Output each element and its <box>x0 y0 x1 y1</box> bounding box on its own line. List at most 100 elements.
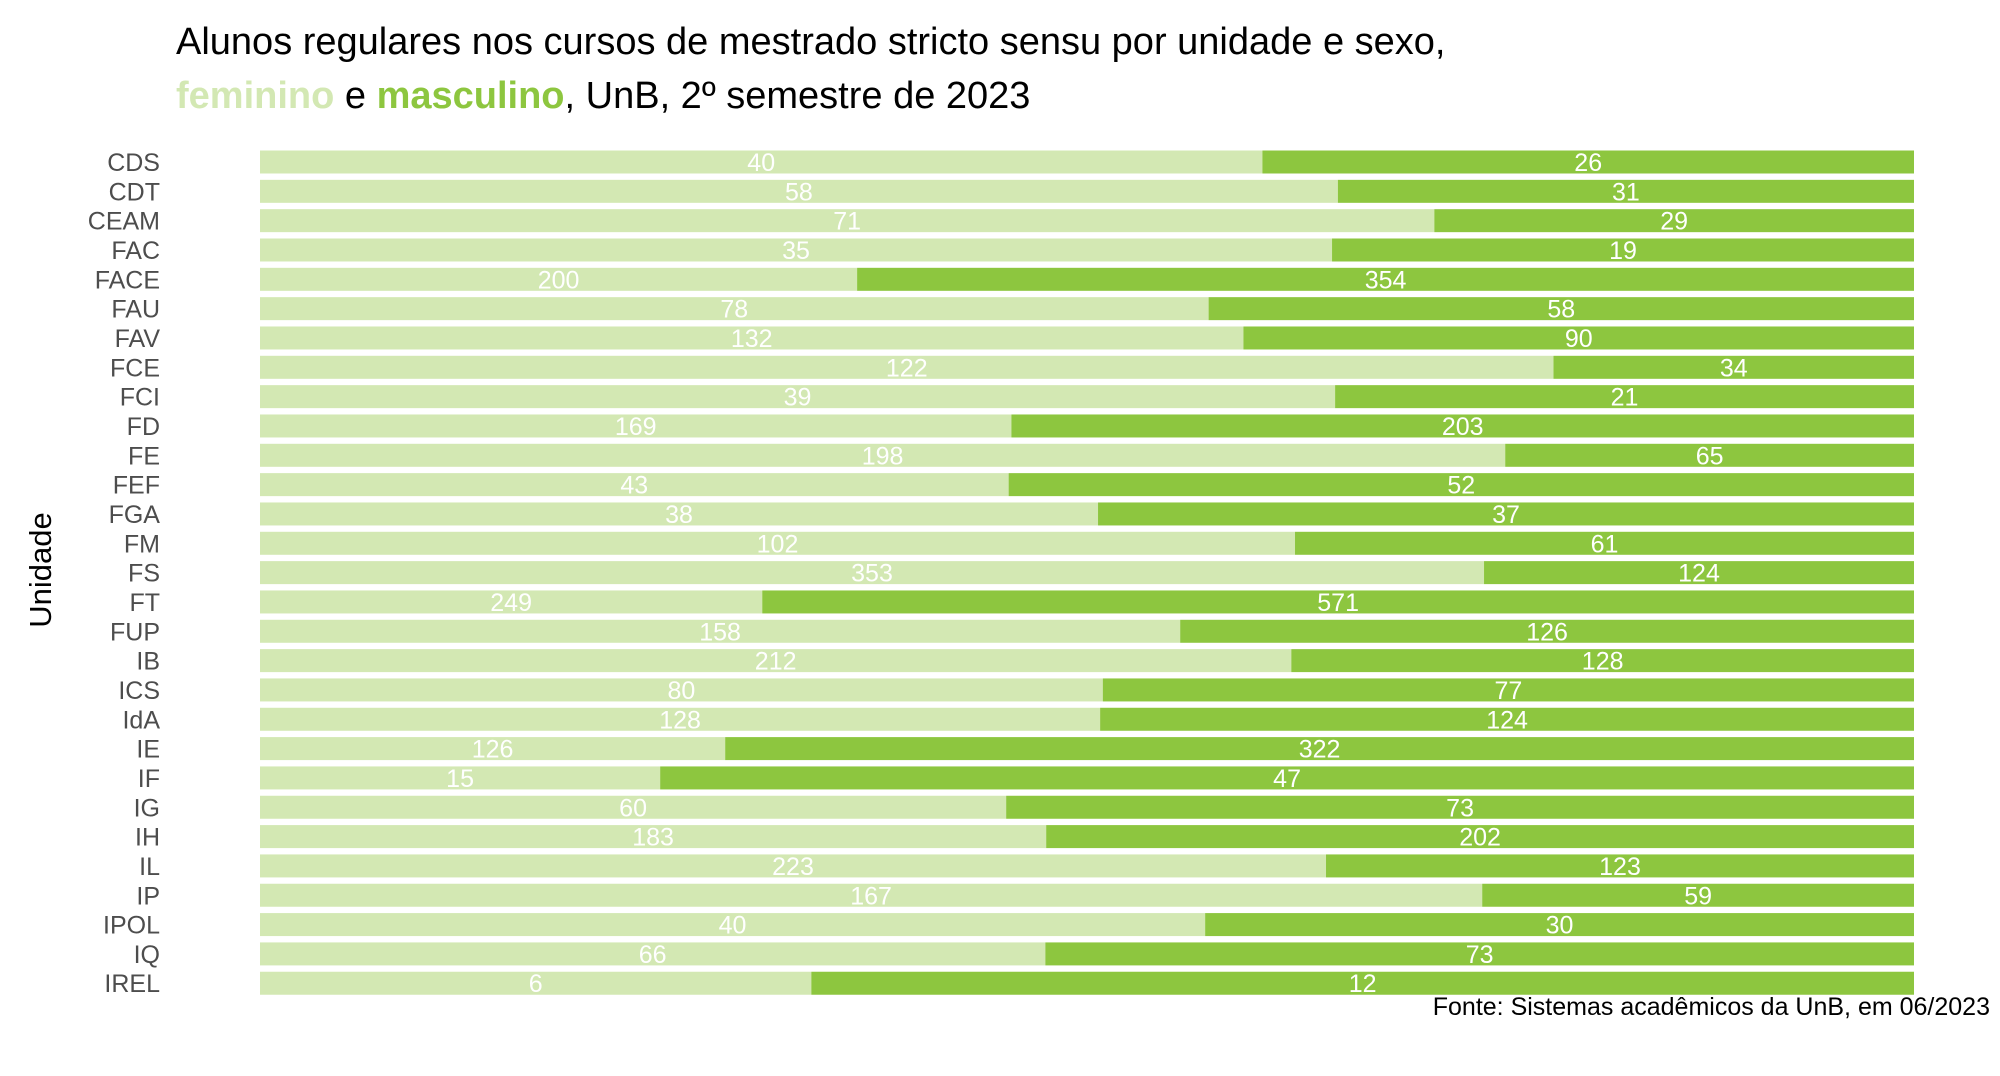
bar-masculino-IH <box>1046 825 1914 849</box>
category-label-IH: IH <box>135 824 160 852</box>
value-label-feminino-FAV: 132 <box>731 325 773 353</box>
category-label-FEF: FEF <box>113 472 160 500</box>
value-label-masculino-IG: 73 <box>1446 794 1474 822</box>
bar-masculino-ICS <box>1102 678 1914 702</box>
value-label-masculino-FAC: 19 <box>1609 237 1637 265</box>
value-label-masculino-CEAM: 29 <box>1660 208 1688 236</box>
value-label-feminino-FD: 169 <box>615 413 657 441</box>
value-label-masculino-IH: 202 <box>1459 824 1501 852</box>
bar-masculino-IB <box>1291 649 1914 673</box>
bar-masculino-IREL <box>811 971 1915 995</box>
bar-masculino-FT <box>762 590 1914 614</box>
bar-feminino-IL <box>260 854 1327 878</box>
value-label-feminino-CDT: 58 <box>785 178 813 206</box>
bar-feminino-IQ <box>260 942 1046 966</box>
bar-feminino-FCE <box>260 355 1554 379</box>
value-label-masculino-FCI: 21 <box>1611 384 1639 412</box>
category-label-FT: FT <box>129 589 160 617</box>
value-label-masculino-IE: 322 <box>1299 736 1341 764</box>
category-label-FCE: FCE <box>110 354 160 382</box>
value-label-masculino-FACE: 354 <box>1365 266 1407 294</box>
bar-masculino-FAC <box>1332 238 1914 262</box>
value-label-feminino-FE: 198 <box>862 442 904 470</box>
value-label-masculino-FAV: 90 <box>1565 325 1593 353</box>
bar-feminino-IREL <box>260 971 812 995</box>
bar-masculino-CEAM <box>1434 209 1914 233</box>
category-label-CEAM: CEAM <box>88 208 160 236</box>
value-label-masculino-FEF: 52 <box>1447 472 1475 500</box>
bar-masculino-FE <box>1505 443 1914 467</box>
bar-masculino-FAU <box>1208 297 1914 321</box>
bar-feminino-FCI <box>260 385 1336 409</box>
value-label-feminino-CEAM: 71 <box>833 208 861 236</box>
bar-masculino-IE <box>725 737 1914 761</box>
y-axis-label: Unidade <box>23 512 58 627</box>
value-label-feminino-IL: 223 <box>772 853 814 881</box>
category-label-IE: IE <box>136 736 160 764</box>
bar-masculino-FEF <box>1008 473 1914 497</box>
category-label-ICS: ICS <box>118 677 160 705</box>
value-label-masculino-IREL: 12 <box>1349 970 1377 998</box>
bar-feminino-FM <box>260 531 1296 555</box>
bar-masculino-IPOL <box>1205 913 1914 937</box>
bar-feminino-ICS <box>260 678 1103 702</box>
value-label-feminino-IH: 183 <box>632 824 674 852</box>
value-label-feminino-IQ: 66 <box>639 941 667 969</box>
category-label-IP: IP <box>136 882 160 910</box>
value-label-masculino-FCE: 34 <box>1720 354 1748 382</box>
category-label-IQ: IQ <box>134 941 160 969</box>
category-label-IB: IB <box>136 648 160 676</box>
category-label-FUP: FUP <box>110 618 160 646</box>
value-label-feminino-FT: 249 <box>490 589 532 617</box>
value-label-masculino-FS: 124 <box>1678 560 1720 588</box>
title-suffix: , UnB, 2º semestre de 2023 <box>565 75 1031 117</box>
bar-feminino-FAV <box>260 326 1244 350</box>
bar-feminino-CDT <box>260 179 1338 203</box>
bar-feminino-FACE <box>260 267 858 291</box>
value-label-feminino-FGA: 38 <box>665 501 693 529</box>
category-label-FE: FE <box>128 442 160 470</box>
value-label-feminino-FAU: 78 <box>720 296 748 324</box>
bar-masculino-CDT <box>1337 179 1914 203</box>
value-label-masculino-ICS: 77 <box>1494 677 1522 705</box>
legend-feminino-label: feminino <box>176 75 334 117</box>
value-label-masculino-CDT: 31 <box>1612 178 1640 206</box>
category-label-FACE: FACE <box>95 266 160 294</box>
bar-masculino-FACE <box>857 267 1914 291</box>
bar-feminino-FT <box>260 590 763 614</box>
value-label-feminino-FCI: 39 <box>784 384 812 412</box>
bar-masculino-IQ <box>1045 942 1914 966</box>
value-label-feminino-FAC: 35 <box>782 237 810 265</box>
bar-feminino-FAC <box>260 238 1333 262</box>
value-label-masculino-FGA: 37 <box>1492 501 1520 529</box>
category-label-IREL: IREL <box>104 970 160 998</box>
value-label-masculino-FT: 571 <box>1317 589 1359 617</box>
value-label-feminino-IB: 212 <box>755 648 797 676</box>
bar-feminino-IPOL <box>260 913 1206 937</box>
title-connector: e <box>334 75 376 117</box>
value-label-masculino-IdA: 124 <box>1486 706 1528 734</box>
value-label-masculino-IP: 59 <box>1684 882 1712 910</box>
bar-masculino-FCI <box>1335 385 1914 409</box>
category-label-FGA: FGA <box>109 501 161 529</box>
bar-feminino-IH <box>260 825 1047 849</box>
value-label-masculino-FD: 203 <box>1442 413 1484 441</box>
value-label-feminino-FUP: 158 <box>699 618 741 646</box>
bar-masculino-FUP <box>1180 619 1914 643</box>
bar-feminino-IdA <box>260 707 1101 731</box>
category-label-IG: IG <box>134 794 160 822</box>
category-label-IPOL: IPOL <box>103 912 160 940</box>
bar-feminino-FEF <box>260 473 1009 497</box>
bar-feminino-FGA <box>260 502 1099 526</box>
value-label-feminino-IREL: 6 <box>529 970 543 998</box>
chart-title-line-1: Alunos regulares nos cursos de mestrado … <box>176 21 1445 63</box>
value-label-masculino-IL: 123 <box>1599 853 1641 881</box>
legend-masculino-label: masculino <box>377 75 565 117</box>
value-label-masculino-FM: 61 <box>1591 530 1619 558</box>
bar-masculino-IF <box>660 766 1914 790</box>
chart-title-line-2: feminino e masculino, UnB, 2º semestre d… <box>176 75 1030 117</box>
value-label-masculino-IPOL: 30 <box>1546 912 1574 940</box>
value-label-feminino-FCE: 122 <box>886 354 928 382</box>
category-label-FAC: FAC <box>111 237 160 265</box>
value-label-masculino-FAU: 58 <box>1547 296 1575 324</box>
